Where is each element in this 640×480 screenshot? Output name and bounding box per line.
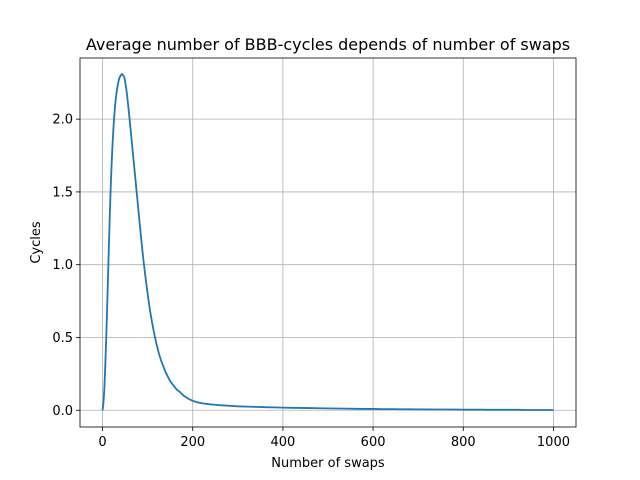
plot-frame bbox=[79, 57, 577, 428]
x-tick-label: 800 bbox=[451, 435, 476, 450]
x-tick-label: 400 bbox=[270, 435, 295, 450]
x-tick-label: 0 bbox=[98, 435, 106, 450]
y-tick-label: 2.0 bbox=[52, 113, 73, 128]
axis-ticks: 0 200 400 600 800 1000 0.0 0.5 1.0 1.5 2.0 bbox=[52, 113, 570, 450]
y-tick-label: 1.5 bbox=[52, 185, 73, 200]
series-line bbox=[101, 73, 554, 411]
x-tick-label: 1000 bbox=[537, 435, 570, 450]
x-tick-label: 200 bbox=[180, 435, 205, 450]
x-tick-label: 600 bbox=[361, 435, 386, 450]
y-axis-label: Cycles bbox=[29, 221, 44, 264]
y-tick-label: 0.0 bbox=[52, 404, 73, 419]
chart-title: Average number of BBB-cycles depends of … bbox=[86, 35, 570, 54]
grid bbox=[80, 58, 576, 427]
y-tick-label: 1.0 bbox=[52, 258, 73, 273]
x-axis-label: Number of swaps bbox=[271, 456, 385, 471]
y-tick-label: 0.5 bbox=[52, 331, 73, 346]
